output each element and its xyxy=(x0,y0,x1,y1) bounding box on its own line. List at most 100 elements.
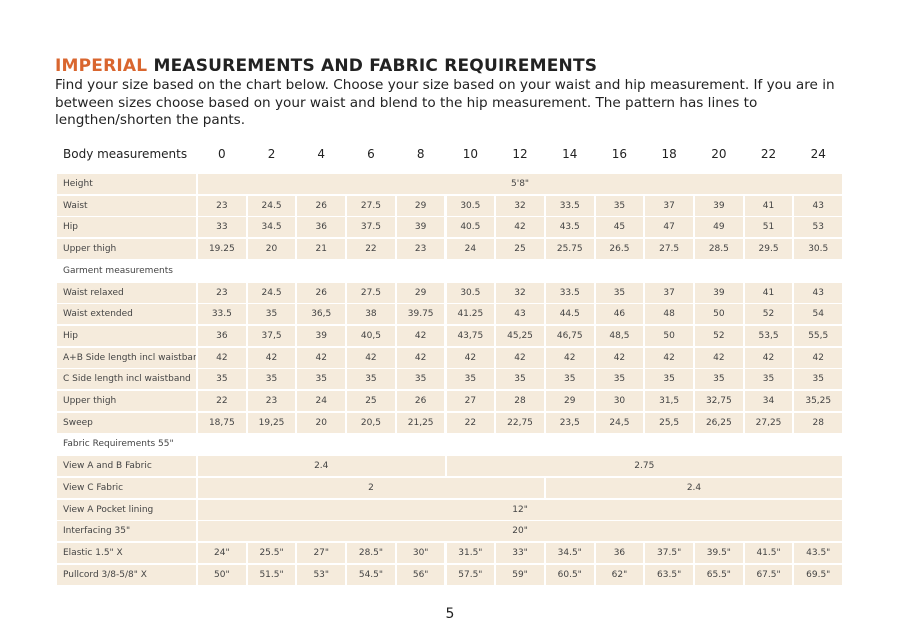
value-cell: 50" xyxy=(198,564,246,585)
value-cell: 42 xyxy=(695,347,743,368)
value-cell: 42 xyxy=(297,347,346,368)
value-cell: 2.4 xyxy=(545,477,843,498)
row-label: View A Pocket lining xyxy=(57,499,196,520)
value-cell: 25.75 xyxy=(545,239,594,260)
value-cell: 24 xyxy=(446,239,495,260)
value-cell: 34.5 xyxy=(247,217,296,238)
header-size: 22 xyxy=(760,147,777,161)
value-cell: 30.5 xyxy=(446,282,495,303)
value-cell: 24" xyxy=(198,542,246,563)
value-cell: 45,25 xyxy=(496,325,544,346)
value-cell: 23 xyxy=(247,391,296,411)
value-cell: 24.5 xyxy=(247,282,296,303)
value-cell: 51 xyxy=(744,217,793,238)
value-cell: 42 xyxy=(794,347,843,368)
value-cell: 42 xyxy=(595,347,644,368)
header-size: 16 xyxy=(611,147,628,161)
value-cell: 23 xyxy=(396,239,445,260)
value-cell: 53" xyxy=(297,564,346,585)
header-size: 24 xyxy=(810,147,826,161)
value-cell: 65.5" xyxy=(695,564,743,585)
value-cell: 29 xyxy=(396,195,445,216)
value-cell: 21,25 xyxy=(396,412,445,433)
value-cell: 48,5 xyxy=(595,325,644,346)
page-number: 5 xyxy=(445,606,455,622)
value-cell: 35 xyxy=(297,369,346,390)
header-size: 4 xyxy=(317,147,326,161)
value-cell: 42 xyxy=(744,347,793,368)
value-cell: 24.5 xyxy=(247,195,296,216)
value-cell: 23 xyxy=(198,195,246,216)
value-cell: 29 xyxy=(396,282,445,303)
value-cell: 35 xyxy=(744,369,793,390)
value-cell: 34 xyxy=(744,391,793,411)
row-label: Elastic 1.5" X xyxy=(57,542,196,563)
value-cell: 33.5 xyxy=(545,282,594,303)
value-cell: 27.5 xyxy=(347,282,395,303)
value-cell: 67.5" xyxy=(744,564,793,585)
value-cell: 42 xyxy=(496,347,544,368)
value-cell: 28.5" xyxy=(347,542,395,563)
value-cell: 57.5" xyxy=(446,564,495,585)
value-cell: 54.5" xyxy=(347,564,395,585)
title-rest: MEASUREMENTS AND FABRIC REQUIREMENTS xyxy=(153,56,598,76)
value-cell: 41 xyxy=(744,282,793,303)
value-cell: 12" xyxy=(198,499,843,520)
value-cell: 42 xyxy=(496,217,544,238)
value-cell: 35 xyxy=(198,369,246,390)
value-cell: 46 xyxy=(595,304,644,325)
header-size: 18 xyxy=(661,147,677,161)
value-cell: 39 xyxy=(396,217,445,238)
row-label: Hip xyxy=(57,325,196,346)
value-cell: 40,5 xyxy=(347,325,395,346)
value-cell: 27 xyxy=(446,391,495,411)
value-cell: 20 xyxy=(297,412,346,433)
row-label: Waist relaxed xyxy=(57,282,196,303)
row-label: Sweep xyxy=(57,412,196,433)
value-cell: 36,5 xyxy=(297,304,346,325)
value-cell: 28.5 xyxy=(695,239,743,260)
value-cell: 20" xyxy=(198,521,843,542)
value-cell: 52 xyxy=(744,304,793,325)
value-cell: 25,5 xyxy=(645,412,693,433)
value-cell: 49 xyxy=(695,217,743,238)
value-cell: 42 xyxy=(396,325,445,346)
header-size: 14 xyxy=(562,147,578,161)
value-cell: 32 xyxy=(496,282,544,303)
title-highlight: IMPERIAL xyxy=(55,56,148,76)
value-cell: 20 xyxy=(247,239,296,260)
value-cell: 33 xyxy=(198,217,246,238)
value-cell: 39 xyxy=(297,325,346,346)
value-cell: 28 xyxy=(794,412,843,433)
row-label: Upper thigh xyxy=(57,239,196,260)
value-cell: 19,25 xyxy=(247,412,296,433)
value-cell: 26 xyxy=(297,195,346,216)
value-cell: 27.5 xyxy=(645,239,693,260)
value-cell: 42 xyxy=(198,347,246,368)
value-cell: 55,5 xyxy=(794,325,843,346)
row-label: Hip xyxy=(57,217,196,238)
title: IMPERIAL MEASUREMENTS AND FABRIC REQUIRE… xyxy=(55,56,597,76)
header-size: 8 xyxy=(416,147,425,161)
header-size: 0 xyxy=(218,147,226,161)
value-cell: 38 xyxy=(347,304,395,325)
value-cell: 43,75 xyxy=(446,325,495,346)
value-cell: 41 xyxy=(744,195,793,216)
value-cell: 22,75 xyxy=(496,412,544,433)
value-cell: 42 xyxy=(396,347,445,368)
value-cell: 35 xyxy=(396,369,445,390)
value-cell: 25.5" xyxy=(247,542,296,563)
value-cell: 43.5" xyxy=(794,542,843,563)
value-cell: 2.75 xyxy=(446,456,843,477)
value-cell: 23 xyxy=(198,282,246,303)
value-cell: 43 xyxy=(794,282,843,303)
value-cell: 36 xyxy=(198,325,246,346)
row-label: A+B Side length incl waistband xyxy=(57,347,196,368)
value-cell: 43 xyxy=(496,304,544,325)
value-cell: 43.5 xyxy=(545,217,594,238)
value-cell: 42 xyxy=(545,347,594,368)
value-cell: 42 xyxy=(446,347,495,368)
row-label: Interfacing 35" xyxy=(57,521,196,542)
value-cell: 25 xyxy=(496,239,544,260)
